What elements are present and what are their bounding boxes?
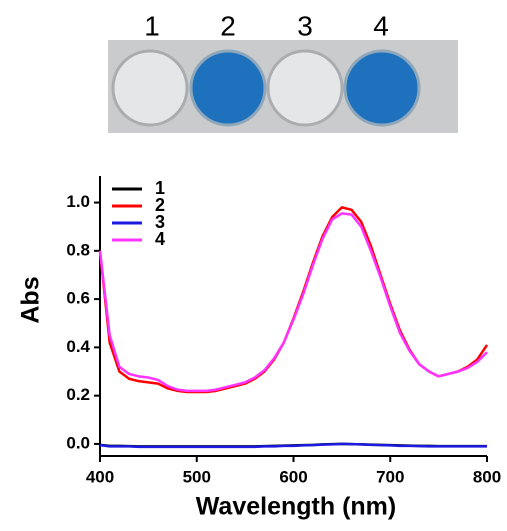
x-tick-label: 500 <box>183 467 211 486</box>
y-tick-label: 0.6 <box>66 289 90 308</box>
well-photo <box>108 40 458 133</box>
legend-label: 1 <box>155 178 165 198</box>
well-label: 1 <box>144 10 160 41</box>
well-label: 3 <box>297 10 313 41</box>
legend-label: 3 <box>155 212 165 232</box>
legend-label: 4 <box>155 229 165 249</box>
well <box>189 49 267 127</box>
series-line <box>99 442 487 449</box>
well <box>111 49 189 127</box>
well-label: 4 <box>373 10 389 41</box>
y-tick-label: 0.2 <box>66 385 90 404</box>
x-tick-label: 800 <box>473 467 501 486</box>
series-line <box>98 212 488 393</box>
x-axis-title: Wavelength (nm) <box>196 493 396 521</box>
y-tick-label: 1.0 <box>66 192 90 211</box>
x-tick-label: 400 <box>86 467 114 486</box>
well <box>343 49 421 127</box>
y-tick-label: 0.0 <box>66 433 90 452</box>
legend-label: 2 <box>155 195 165 215</box>
well-label: 2 <box>220 10 236 41</box>
well <box>266 49 344 127</box>
x-tick-label: 700 <box>376 467 404 486</box>
y-tick-label: 0.4 <box>66 337 90 356</box>
x-tick-label: 600 <box>279 467 307 486</box>
y-tick-label: 0.8 <box>66 240 90 259</box>
y-axis-title: Abs <box>17 276 45 323</box>
